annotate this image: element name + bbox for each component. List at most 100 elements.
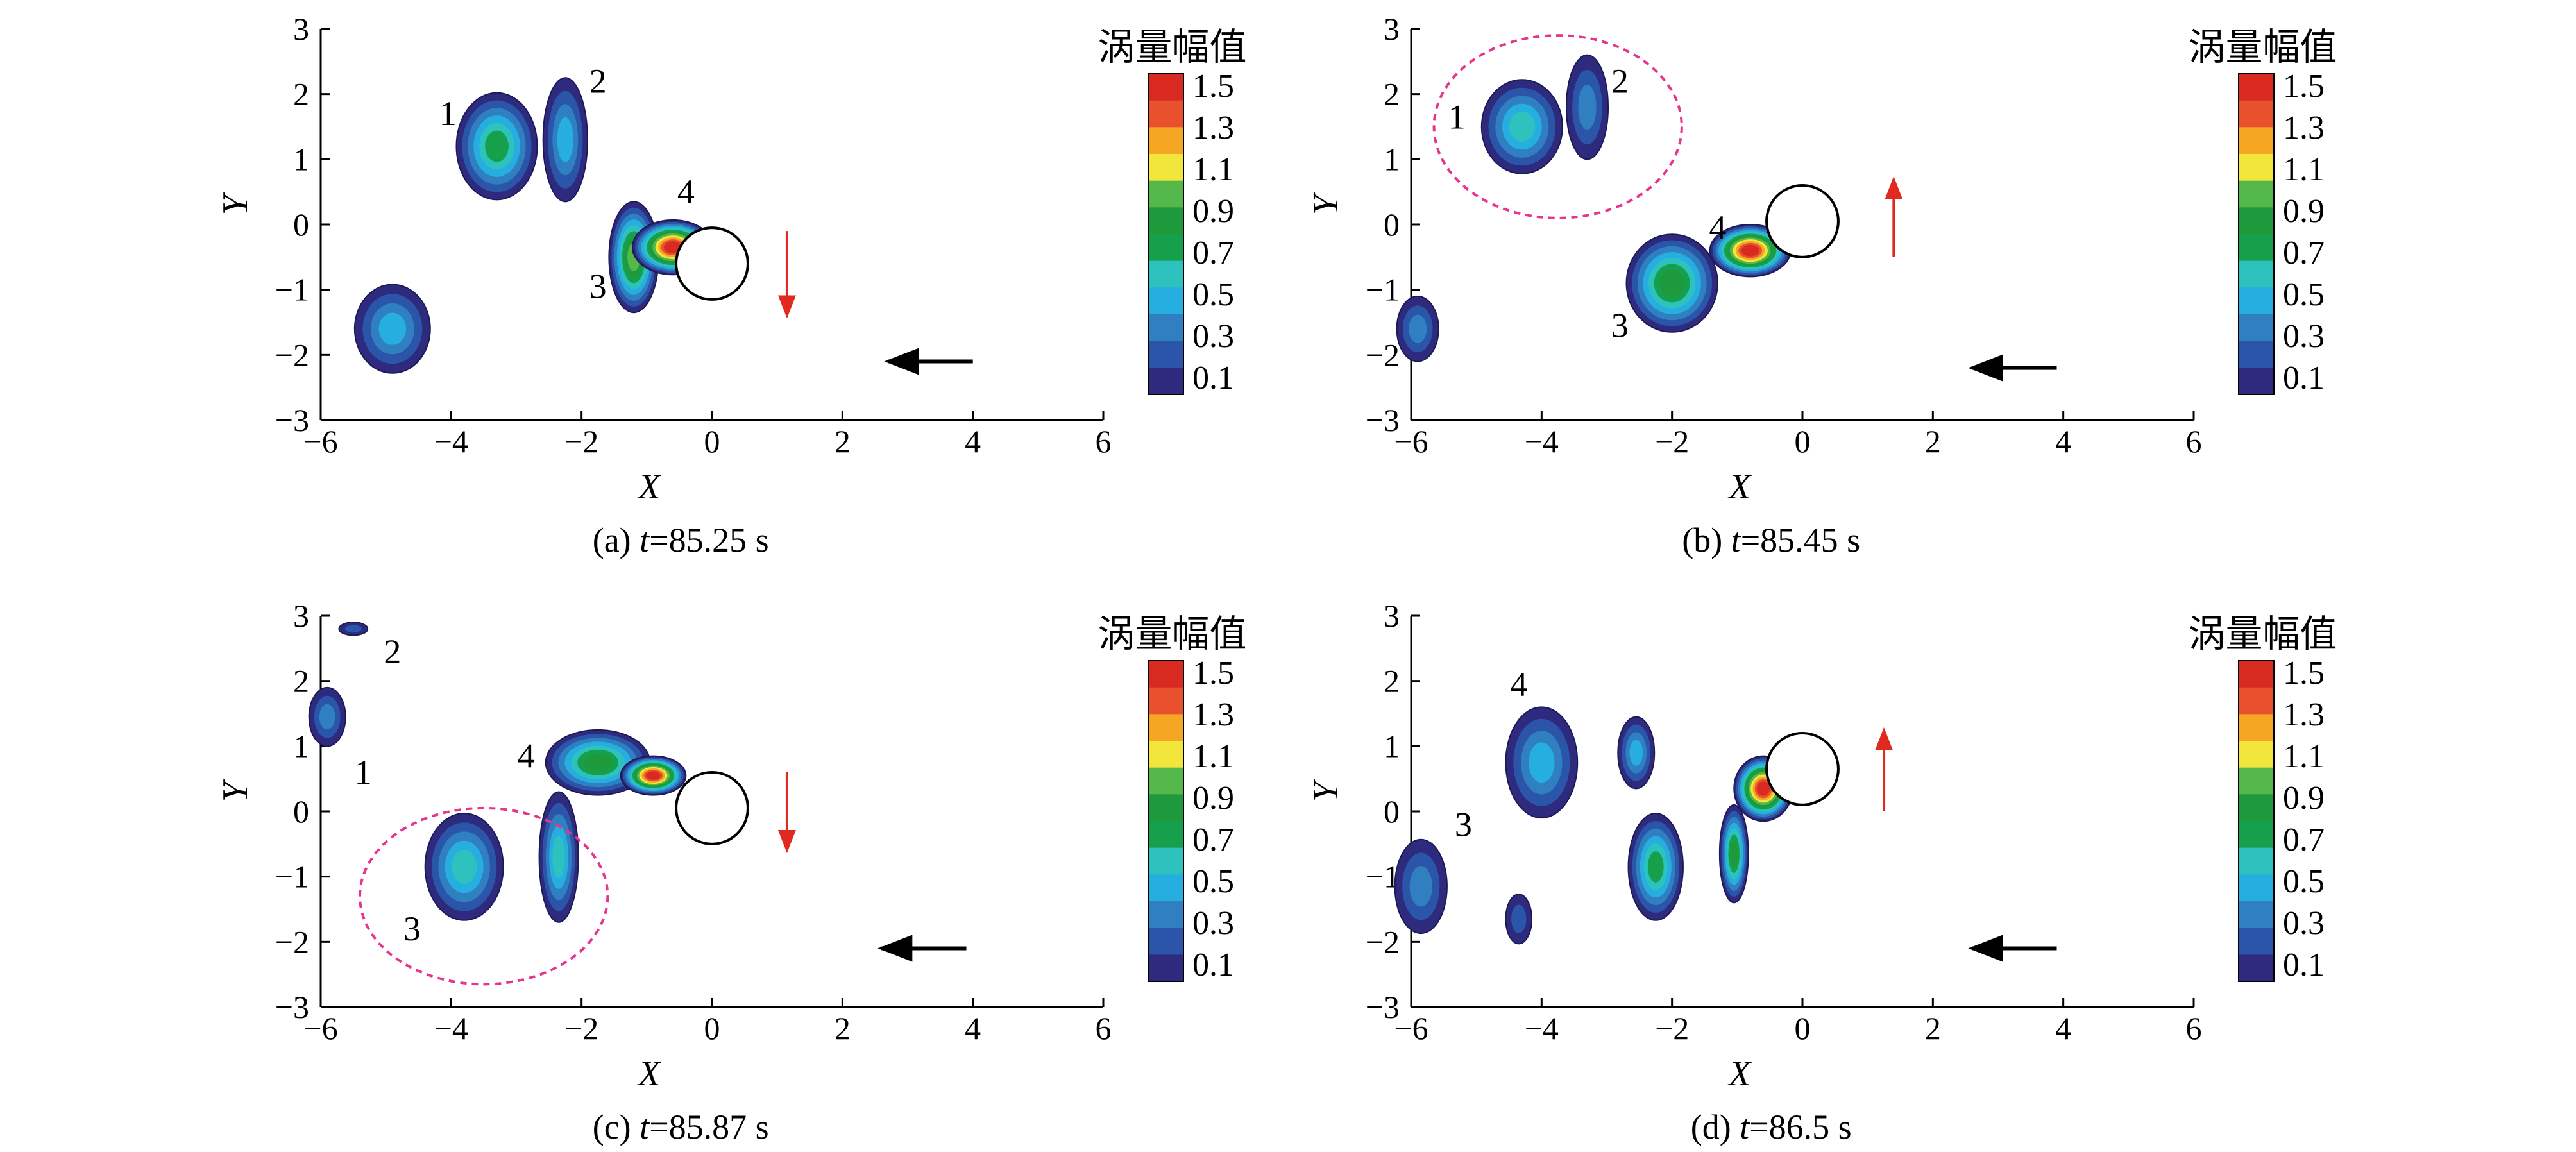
colorbar-swatch bbox=[2239, 874, 2274, 902]
colorbar-tick-label: 0.3 bbox=[2283, 905, 2325, 942]
x-tick-label: −2 bbox=[1655, 423, 1689, 459]
highlight-ellipse bbox=[359, 806, 609, 986]
vortex-label: 4 bbox=[1510, 665, 1527, 704]
vortex-4 bbox=[1709, 224, 1792, 278]
colorbar-swatch bbox=[2239, 821, 2274, 849]
caption-time-symbol: t bbox=[640, 1108, 650, 1146]
cylinder bbox=[1765, 184, 1840, 258]
colorbar-swatch bbox=[1148, 100, 1183, 128]
colorbar-swatch bbox=[2239, 234, 2274, 262]
colorbar-swatch bbox=[2239, 100, 2274, 128]
vortex-label: 4 bbox=[1709, 208, 1726, 247]
x-tick-label: 2 bbox=[1925, 423, 1941, 459]
vortex-contour-level bbox=[485, 130, 509, 162]
colorbar-tick-label: 1.3 bbox=[2283, 110, 2325, 146]
colorbar-swatch bbox=[2239, 287, 2274, 315]
x-tick-label: 4 bbox=[965, 1010, 981, 1046]
x-tick-label: 6 bbox=[1096, 1010, 1112, 1046]
vortex-2 bbox=[542, 77, 588, 203]
vortex-contour-level bbox=[452, 849, 477, 885]
vortex-4 bbox=[1505, 706, 1579, 819]
vortex-contour-level bbox=[584, 753, 613, 772]
x-tick-label: −4 bbox=[1525, 1010, 1559, 1046]
colorbar-tick-label: 0.1 bbox=[1192, 947, 1234, 983]
y-tick-label: 2 bbox=[1384, 663, 1400, 699]
colorbar-swatch bbox=[2239, 207, 2274, 235]
y-tick-label: −1 bbox=[1366, 272, 1400, 308]
colorbar-swatch bbox=[1148, 314, 1183, 342]
y-tick-label: 3 bbox=[293, 11, 309, 47]
y-tick-label: 1 bbox=[1384, 141, 1400, 177]
colorbar-tick-label: 1.5 bbox=[1192, 655, 1234, 691]
panel-a: −6 −4 −2 0 2 4 6 3 2 1 0 −1 −2 −3 X Y 1 2 3 4 (a) t=85.25 s 涡… bbox=[216, 11, 1247, 559]
y-tick-label: −1 bbox=[275, 859, 309, 895]
colorbar-swatch bbox=[1148, 207, 1183, 235]
panel-caption: (c) t=85.87 s bbox=[593, 1108, 769, 1146]
y-tick-label: −3 bbox=[275, 989, 309, 1025]
panel-c: −6 −4 −2 0 2 4 6 3 2 1 0 −1 −2 −3 X Y 2 1 3 4 (c) t=85.87 s 涡… bbox=[216, 598, 1247, 1146]
colorbar-swatch bbox=[2239, 260, 2274, 288]
vortex-label: 4 bbox=[677, 173, 695, 211]
y-tick-label: 2 bbox=[293, 663, 309, 699]
colorbar-swatch bbox=[2239, 794, 2274, 822]
y-tick-label: 0 bbox=[1384, 207, 1400, 242]
vortex-contour-level bbox=[646, 771, 661, 780]
x-tick-label: 0 bbox=[1795, 423, 1811, 459]
vortex-contour-level bbox=[552, 836, 565, 878]
colorbar-tick-label: 1.1 bbox=[1192, 151, 1234, 188]
vortex-3 bbox=[1625, 233, 1718, 333]
y-tick-label: −2 bbox=[275, 337, 309, 373]
colorbar-tick-label: 1.1 bbox=[2283, 738, 2325, 775]
cylinder bbox=[675, 226, 749, 301]
colorbar-swatch bbox=[2239, 314, 2274, 342]
panel-caption: (b) t=85.45 s bbox=[1682, 521, 1860, 559]
vortex-label: 3 bbox=[403, 910, 421, 948]
colorbar-tick-label: 1.3 bbox=[1192, 110, 1234, 146]
y-tick-label: −2 bbox=[275, 924, 309, 960]
x-tick-label: 0 bbox=[704, 423, 720, 459]
colorbar-swatch bbox=[2239, 687, 2274, 715]
colorbar-tick-label: 0.5 bbox=[2283, 276, 2325, 313]
vortex-contour-level bbox=[557, 117, 573, 162]
caption-time-value: =85.45 s bbox=[1741, 521, 1860, 559]
x-tick-label: −6 bbox=[1394, 1010, 1428, 1046]
vortex-contour-level bbox=[1511, 904, 1527, 933]
colorbar-tick-label: 0.5 bbox=[1192, 863, 1234, 900]
vortex-label: 3 bbox=[589, 267, 607, 306]
colorbar-swatch bbox=[1148, 74, 1183, 101]
y-axis-label: Y bbox=[1306, 778, 1346, 802]
colorbar-swatch bbox=[1148, 341, 1183, 368]
vortex-label: 3 bbox=[1611, 307, 1629, 345]
y-tick-label: 1 bbox=[1384, 728, 1400, 764]
x-tick-label: 0 bbox=[704, 1010, 720, 1046]
colorbar-swatch bbox=[1148, 767, 1183, 795]
panel-caption: (a) t=85.25 s bbox=[593, 521, 769, 559]
colorbar-tick-label: 0.3 bbox=[1192, 905, 1234, 942]
caption-time-symbol: t bbox=[640, 521, 650, 559]
x-tick-label: 6 bbox=[2186, 423, 2202, 459]
vortex-2 bbox=[338, 622, 369, 636]
vortex-blob-4 bbox=[1627, 813, 1684, 921]
x-tick-label: −4 bbox=[1525, 423, 1559, 459]
colorbar-tick-label: 0.7 bbox=[2283, 822, 2325, 858]
colorbar-tick-label: 0.9 bbox=[1192, 193, 1234, 230]
vortex-label: 2 bbox=[384, 632, 401, 671]
colorbar-frame bbox=[2238, 660, 2275, 982]
colorbar-tick-label: 0.1 bbox=[1192, 360, 1234, 396]
x-tick-label: −6 bbox=[303, 423, 337, 459]
vortex-blob-3 bbox=[1617, 716, 1656, 790]
caption-time-symbol: t bbox=[1731, 521, 1742, 559]
colorbar-tick-label: 0.7 bbox=[2283, 235, 2325, 271]
colorbar-swatch bbox=[1148, 741, 1183, 768]
caption-time-value: =86.5 s bbox=[1749, 1108, 1851, 1146]
vortex-contour-level bbox=[319, 704, 335, 730]
y-tick-label: 0 bbox=[293, 793, 309, 829]
vortex-label: 1 bbox=[439, 94, 457, 133]
y-tick-label: 1 bbox=[293, 728, 309, 764]
x-tick-label: 2 bbox=[835, 423, 851, 459]
